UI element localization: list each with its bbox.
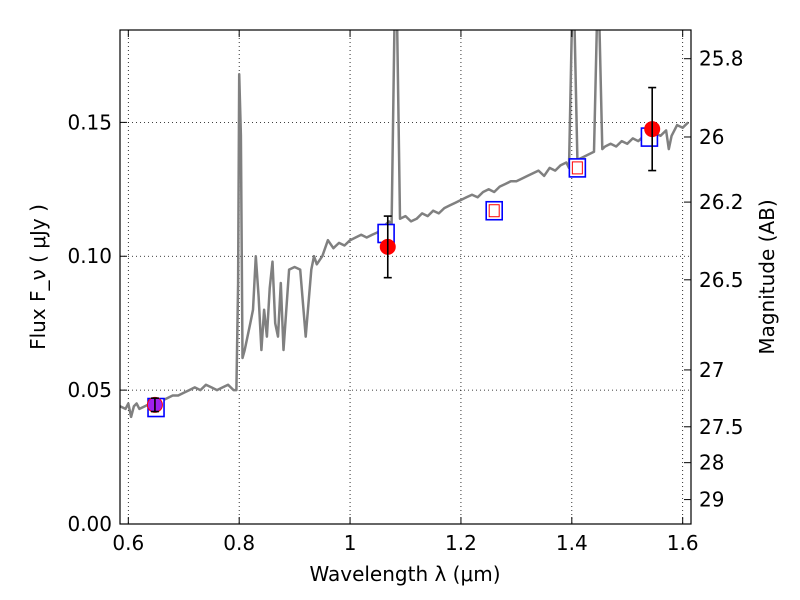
x-tick-label: 0.6 bbox=[112, 531, 144, 555]
y-tick-label: 0.15 bbox=[67, 110, 112, 134]
sed-chart: 0.6 0.8 1 1.2 1.4 1.6 0.00 0.05 0.10 0.15 25.8 26 26… bbox=[0, 0, 800, 600]
x-tick-label: 0.8 bbox=[223, 531, 255, 555]
y-tick-label: 0.05 bbox=[67, 378, 112, 402]
y2-tick-label: 26.5 bbox=[699, 268, 744, 292]
y-axis-title: Flux F_ν ( μJy ) bbox=[26, 204, 50, 350]
x-tick-label: 1.6 bbox=[667, 531, 699, 555]
x-tick-label: 1.4 bbox=[556, 531, 588, 555]
x-axis-title: Wavelength λ (μm) bbox=[309, 562, 500, 586]
y-tick-label: 0.10 bbox=[67, 244, 112, 268]
x-tick-label: 1.2 bbox=[445, 531, 477, 555]
y2-tick-label: 29 bbox=[699, 488, 724, 512]
y2-tick-label: 27.5 bbox=[699, 415, 744, 439]
y2-tick-label: 27 bbox=[699, 358, 724, 382]
y2-tick-label: 26 bbox=[699, 125, 724, 149]
y-tick-label: 0.00 bbox=[67, 512, 112, 536]
model-point-inner bbox=[572, 162, 582, 174]
y2-tick-label: 26.2 bbox=[699, 190, 744, 214]
x-tick-label: 1 bbox=[344, 531, 357, 555]
y2-tick-label: 28 bbox=[699, 451, 724, 475]
y2-tick-label: 25.8 bbox=[699, 47, 744, 71]
model-point-inner bbox=[489, 205, 499, 217]
y2-axis-title: Magnitude (AB) bbox=[755, 199, 779, 354]
